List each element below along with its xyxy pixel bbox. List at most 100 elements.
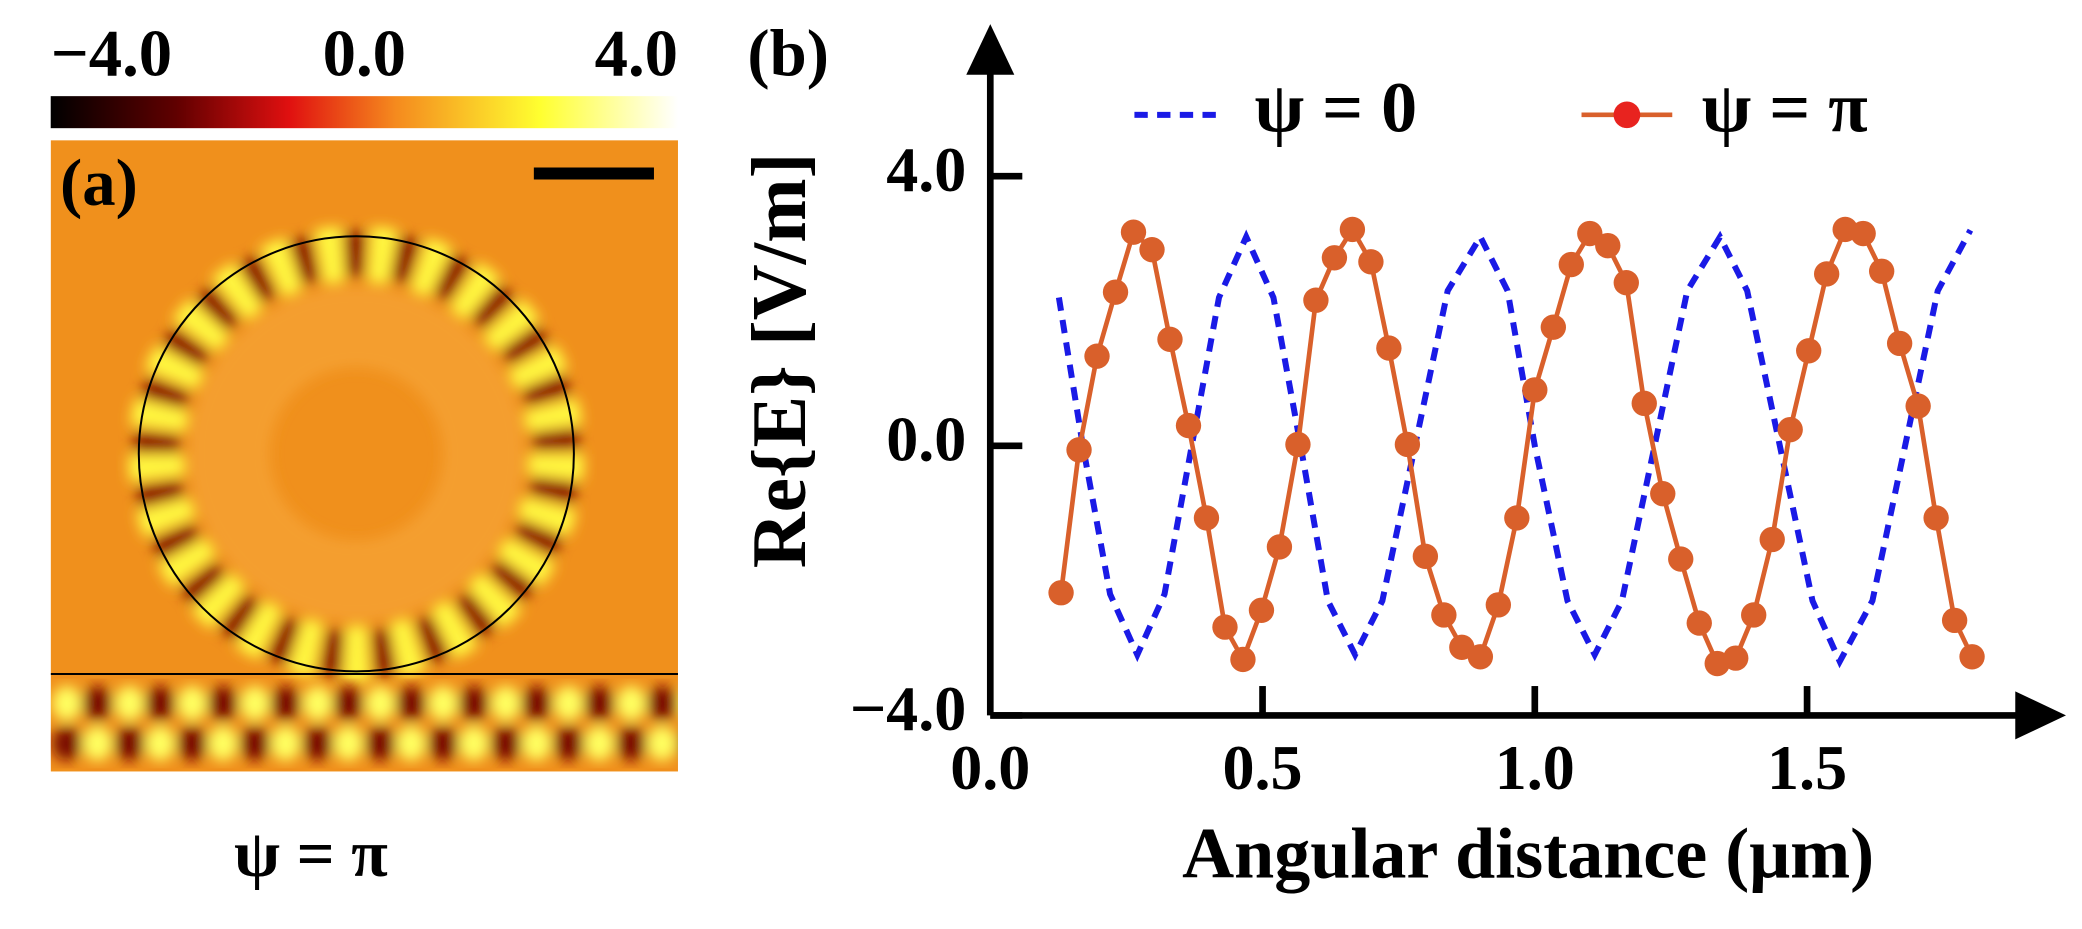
series-marker (1120, 219, 1147, 245)
series-marker (1212, 614, 1238, 640)
band-lobe (710, 686, 739, 721)
band-lobe (584, 686, 614, 721)
series-marker (1905, 393, 1931, 419)
x-axis-arrow (2015, 691, 2066, 740)
series-marker (1813, 261, 1840, 287)
y-axis-label: Re{E} [V/m] (736, 153, 822, 569)
series-marker (1558, 251, 1584, 278)
band-lobe (679, 686, 708, 721)
series-marker (1522, 377, 1548, 403)
series-marker (1723, 645, 1749, 671)
band-lobe (208, 686, 238, 721)
series-marker (1741, 602, 1767, 628)
band-lobe (679, 726, 708, 761)
series-marker (1868, 258, 1895, 284)
band-lobe (52, 686, 82, 721)
y-axis-arrow (966, 24, 1015, 75)
colorbar-tick-label: 4.0 (595, 17, 678, 90)
band-lobe (82, 686, 113, 721)
band-lobe (428, 686, 458, 721)
band-lobe (145, 686, 175, 721)
band-lobe (365, 686, 396, 721)
y-tick-label: 4.0 (886, 134, 966, 205)
series-marker (1467, 644, 1494, 670)
series-line (1058, 224, 1975, 667)
series-marker (1759, 526, 1785, 553)
colorbar-tick-label: −4.0 (51, 17, 172, 90)
series-marker (1048, 580, 1074, 606)
band-lobe (647, 686, 677, 721)
x-tick-label: 0.0 (950, 732, 1030, 803)
band-lobe (584, 726, 614, 761)
series-marker (1139, 237, 1165, 263)
band-lobe (553, 686, 584, 721)
colorbar-tick-label: 0.0 (323, 17, 406, 90)
x-tick-label: 1.5 (1767, 732, 1847, 803)
series-marker (1358, 249, 1384, 275)
band-lobe (177, 686, 207, 721)
x-tick-label: 0.5 (1223, 732, 1303, 803)
series-marker (1540, 314, 1567, 340)
series-marker (1412, 543, 1439, 570)
band-lobe (396, 726, 426, 761)
band-lobe (396, 686, 426, 721)
colorbar (50, 96, 678, 129)
band-lobe (333, 686, 364, 721)
band-lobe (270, 686, 301, 721)
band-lobe (553, 726, 584, 761)
series-marker (1485, 592, 1512, 618)
series-marker (1321, 245, 1348, 271)
series-marker (1394, 431, 1421, 458)
series-marker (1923, 505, 1949, 531)
panel-label: (a) (60, 147, 138, 220)
series-marker (1157, 326, 1183, 353)
band-lobe (491, 686, 521, 721)
series-line (1055, 228, 1974, 669)
band-lobe (240, 726, 270, 761)
caption: ψ = π (234, 818, 388, 891)
band-lobe (270, 726, 301, 761)
series-marker (1266, 534, 1293, 560)
field-map (50, 140, 739, 772)
series-marker (1650, 480, 1676, 507)
legend-label: ψ = π (1702, 67, 1868, 147)
band-lobe (177, 726, 207, 761)
series-marker (1941, 607, 1968, 634)
band-lobe (521, 726, 552, 761)
series-marker (1102, 279, 1129, 305)
band-lobe (616, 686, 646, 721)
series-marker (1193, 505, 1220, 531)
band-lobe (240, 686, 270, 721)
band-lobe (616, 726, 646, 761)
band-lobe (710, 726, 739, 761)
band-lobe (208, 726, 238, 761)
series-marker (1431, 602, 1457, 628)
band-lobe (459, 686, 489, 721)
series-marker (1777, 416, 1803, 443)
series-marker (1066, 437, 1092, 463)
series-marker (1631, 390, 1657, 417)
series-marker (1504, 505, 1530, 531)
series-marker (1175, 412, 1202, 439)
series-marker (1886, 330, 1913, 357)
band-lobe (302, 686, 333, 721)
band-lobe (114, 726, 145, 761)
series-marker (1668, 546, 1694, 572)
band-lobe (459, 726, 489, 761)
series-marker (1230, 646, 1256, 673)
series-marker (1339, 216, 1366, 243)
series-marker (1686, 610, 1712, 636)
series-marker (1084, 343, 1110, 369)
band-lobe (521, 686, 552, 721)
band-lobe (82, 726, 113, 761)
band-lobe (145, 726, 175, 761)
series-marker (1285, 431, 1311, 458)
band-lobe (333, 726, 364, 761)
band-lobe (302, 726, 333, 761)
band-lobe (491, 726, 521, 761)
chart-title: (b) (747, 17, 829, 90)
series-marker (1613, 270, 1639, 296)
series-marker (1376, 335, 1402, 361)
series-marker (1959, 644, 1985, 670)
